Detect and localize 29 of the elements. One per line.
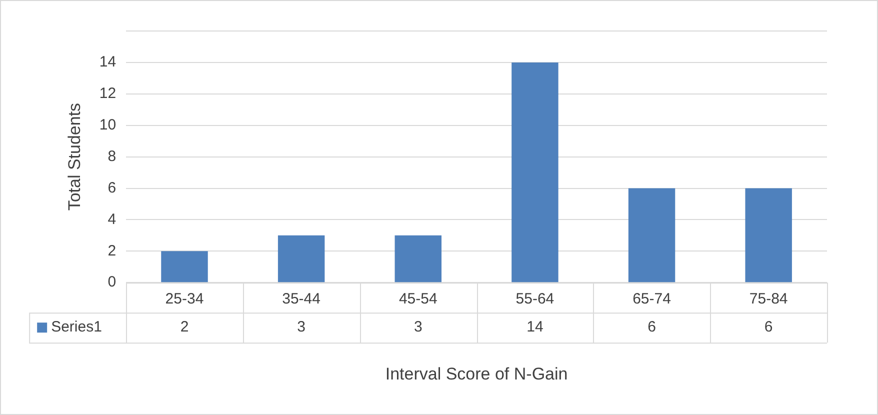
y-tick-label: 6 [108,179,116,196]
y-tick-label: 0 [108,274,116,291]
y-tick-label: 14 [99,54,116,71]
y-tick-label: 12 [99,85,116,102]
x-tick-label: 65-74 [632,290,671,308]
bar [512,62,558,282]
data-label: 14 [526,318,544,336]
data-label: 6 [648,318,656,336]
bar [161,251,208,282]
x-tick-label: 25-34 [165,290,204,308]
y-tick-label: 2 [108,242,116,260]
y-tick-label: 4 [108,210,116,228]
y-tick-label: 8 [108,148,116,165]
y-axis-title: Total Students [64,102,84,211]
x-tick-label: 45-54 [398,290,438,308]
data-label: 3 [414,318,422,336]
data-label: 3 [297,318,306,336]
legend-label: Series1 [51,318,102,336]
x-tick-label: 35-44 [282,290,320,308]
x-tick-label: 75-84 [749,290,788,308]
x-axis-title: Interval Score of N-Gain [385,364,568,384]
data-label: 2 [180,318,189,336]
bar [628,188,676,282]
data-label: 6 [764,318,773,336]
y-tick-label: 10 [99,116,116,134]
bar [394,235,442,282]
bar [745,188,792,282]
x-tick-label: 55-64 [516,290,554,308]
bar [278,235,325,282]
